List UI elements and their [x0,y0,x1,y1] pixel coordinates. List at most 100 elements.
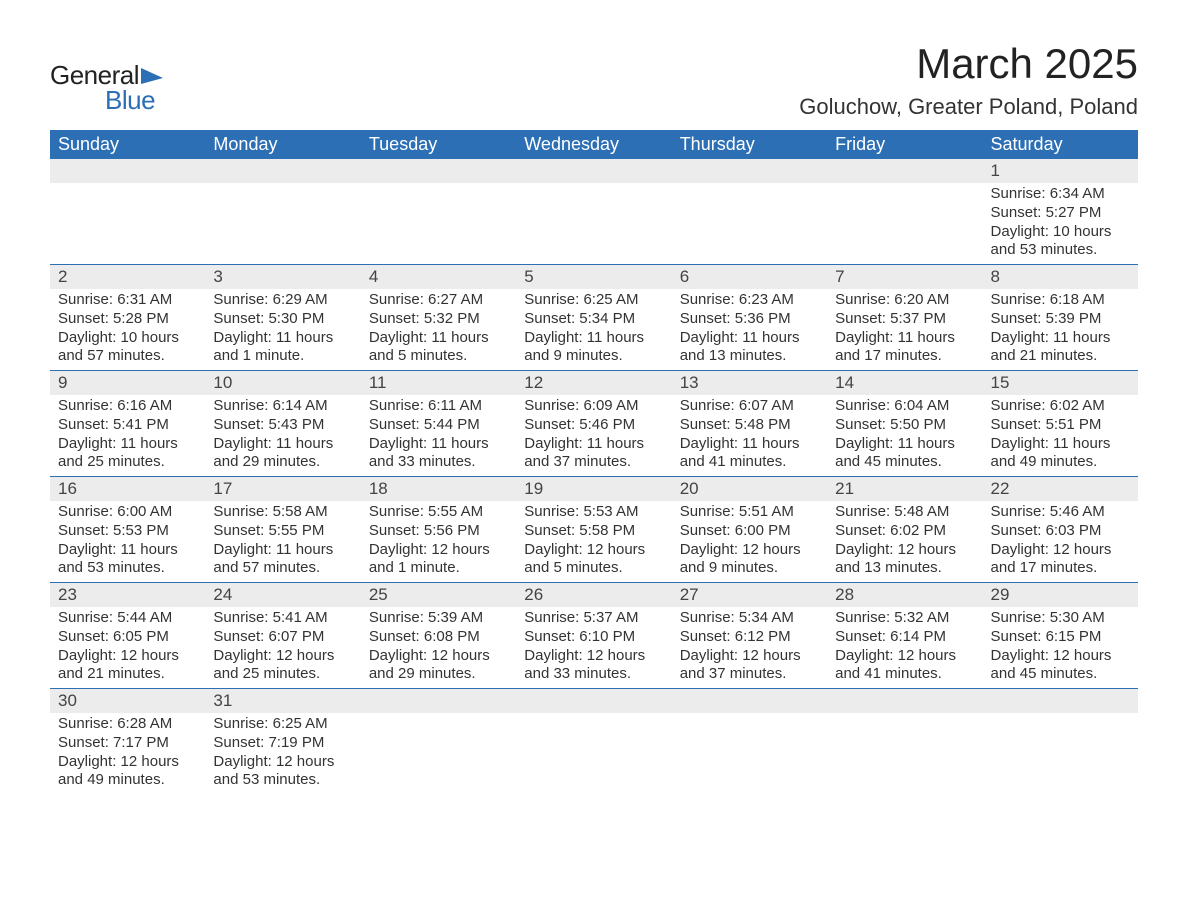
sunset-line: Sunset: 5:44 PM [369,416,508,435]
daylight-line: Daylight: 12 hours and 37 minutes. [680,647,819,685]
day-data: Sunrise: 5:53 AMSunset: 5:58 PMDaylight:… [516,501,671,582]
sunrise-line: Sunrise: 5:32 AM [835,609,974,628]
day-data: Sunrise: 6:09 AMSunset: 5:46 PMDaylight:… [516,395,671,476]
day-number: 20 [672,477,827,501]
sunrise-line: Sunrise: 6:29 AM [213,291,352,310]
day-number: 12 [516,371,671,395]
sunrise-line: Sunrise: 6:25 AM [524,291,663,310]
daylight-line: Daylight: 11 hours and 5 minutes. [369,329,508,367]
day-data: Sunrise: 6:34 AMSunset: 5:27 PMDaylight:… [983,183,1138,264]
daylight-line: Daylight: 11 hours and 41 minutes. [680,435,819,473]
calendar-cell: 31Sunrise: 6:25 AMSunset: 7:19 PMDayligh… [205,689,360,795]
calendar-cell [516,159,671,265]
logo: General Blue [50,60,163,116]
daylight-line: Daylight: 10 hours and 57 minutes. [58,329,197,367]
calendar-cell [827,159,982,265]
day-header: Saturday [983,130,1138,159]
title-block: March 2025 Goluchow, Greater Poland, Pol… [799,40,1138,120]
calendar-cell: 4Sunrise: 6:27 AMSunset: 5:32 PMDaylight… [361,265,516,371]
sunrise-line: Sunrise: 6:04 AM [835,397,974,416]
day-number: 10 [205,371,360,395]
calendar-cell [672,159,827,265]
sunrise-line: Sunrise: 6:34 AM [991,185,1130,204]
calendar-week: 2Sunrise: 6:31 AMSunset: 5:28 PMDaylight… [50,265,1138,371]
sunset-line: Sunset: 5:36 PM [680,310,819,329]
sunset-line: Sunset: 5:55 PM [213,522,352,541]
daylight-line: Daylight: 11 hours and 37 minutes. [524,435,663,473]
day-data: Sunrise: 5:44 AMSunset: 6:05 PMDaylight:… [50,607,205,688]
empty-day [50,159,205,183]
day-number: 26 [516,583,671,607]
sunrise-line: Sunrise: 5:58 AM [213,503,352,522]
sunset-line: Sunset: 5:50 PM [835,416,974,435]
day-number: 11 [361,371,516,395]
day-data: Sunrise: 5:51 AMSunset: 6:00 PMDaylight:… [672,501,827,582]
day-data: Sunrise: 6:20 AMSunset: 5:37 PMDaylight:… [827,289,982,370]
calendar-cell: 23Sunrise: 5:44 AMSunset: 6:05 PMDayligh… [50,583,205,689]
day-data: Sunrise: 5:48 AMSunset: 6:02 PMDaylight:… [827,501,982,582]
calendar-cell: 2Sunrise: 6:31 AMSunset: 5:28 PMDaylight… [50,265,205,371]
daylight-line: Daylight: 11 hours and 29 minutes. [213,435,352,473]
calendar-cell [50,159,205,265]
day-data: Sunrise: 6:11 AMSunset: 5:44 PMDaylight:… [361,395,516,476]
sunset-line: Sunset: 7:19 PM [213,734,352,753]
calendar-cell [827,689,982,795]
day-data: Sunrise: 6:04 AMSunset: 5:50 PMDaylight:… [827,395,982,476]
empty-day [827,159,982,183]
day-data: Sunrise: 6:00 AMSunset: 5:53 PMDaylight:… [50,501,205,582]
day-number: 9 [50,371,205,395]
daylight-line: Daylight: 12 hours and 17 minutes. [991,541,1130,579]
sunset-line: Sunset: 5:51 PM [991,416,1130,435]
sunset-line: Sunset: 6:05 PM [58,628,197,647]
sunrise-line: Sunrise: 6:00 AM [58,503,197,522]
calendar-cell: 27Sunrise: 5:34 AMSunset: 6:12 PMDayligh… [672,583,827,689]
day-data: Sunrise: 6:07 AMSunset: 5:48 PMDaylight:… [672,395,827,476]
daylight-line: Daylight: 11 hours and 57 minutes. [213,541,352,579]
day-data: Sunrise: 6:28 AMSunset: 7:17 PMDaylight:… [50,713,205,794]
sunset-line: Sunset: 5:46 PM [524,416,663,435]
day-data: Sunrise: 5:46 AMSunset: 6:03 PMDaylight:… [983,501,1138,582]
daylight-line: Daylight: 12 hours and 29 minutes. [369,647,508,685]
sunrise-line: Sunrise: 6:14 AM [213,397,352,416]
empty-day [983,689,1138,713]
day-number: 22 [983,477,1138,501]
sunrise-line: Sunrise: 6:23 AM [680,291,819,310]
sunrise-line: Sunrise: 5:51 AM [680,503,819,522]
calendar-cell: 19Sunrise: 5:53 AMSunset: 5:58 PMDayligh… [516,477,671,583]
sunrise-line: Sunrise: 5:55 AM [369,503,508,522]
day-header: Sunday [50,130,205,159]
daylight-line: Daylight: 11 hours and 21 minutes. [991,329,1130,367]
day-number: 18 [361,477,516,501]
sunset-line: Sunset: 5:37 PM [835,310,974,329]
day-number: 14 [827,371,982,395]
page-title: March 2025 [799,40,1138,88]
calendar-cell: 17Sunrise: 5:58 AMSunset: 5:55 PMDayligh… [205,477,360,583]
calendar-header-row: Sunday Monday Tuesday Wednesday Thursday… [50,130,1138,159]
daylight-line: Daylight: 11 hours and 1 minute. [213,329,352,367]
calendar-cell: 11Sunrise: 6:11 AMSunset: 5:44 PMDayligh… [361,371,516,477]
daylight-line: Daylight: 12 hours and 13 minutes. [835,541,974,579]
day-number: 6 [672,265,827,289]
empty-day [516,689,671,713]
day-data: Sunrise: 5:37 AMSunset: 6:10 PMDaylight:… [516,607,671,688]
sunset-line: Sunset: 6:10 PM [524,628,663,647]
calendar-cell [983,689,1138,795]
calendar-week: 30Sunrise: 6:28 AMSunset: 7:17 PMDayligh… [50,689,1138,795]
day-header: Thursday [672,130,827,159]
empty-day [205,159,360,183]
calendar-cell: 24Sunrise: 5:41 AMSunset: 6:07 PMDayligh… [205,583,360,689]
day-number: 19 [516,477,671,501]
day-header: Wednesday [516,130,671,159]
daylight-line: Daylight: 11 hours and 33 minutes. [369,435,508,473]
sunrise-line: Sunrise: 6:27 AM [369,291,508,310]
day-number: 13 [672,371,827,395]
empty-day [672,689,827,713]
day-number: 7 [827,265,982,289]
day-number: 5 [516,265,671,289]
day-number: 21 [827,477,982,501]
sunrise-line: Sunrise: 5:41 AM [213,609,352,628]
sunset-line: Sunset: 5:43 PM [213,416,352,435]
sunrise-line: Sunrise: 6:18 AM [991,291,1130,310]
calendar-cell: 21Sunrise: 5:48 AMSunset: 6:02 PMDayligh… [827,477,982,583]
day-number: 15 [983,371,1138,395]
